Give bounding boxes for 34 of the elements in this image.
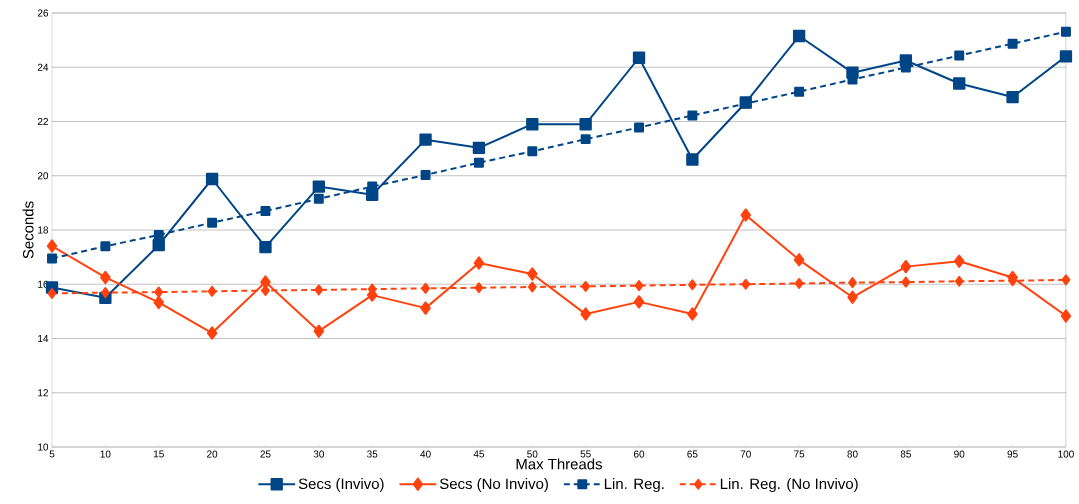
- x-axis-title: Max Threads: [516, 458, 603, 470]
- x-tick-label: 80: [847, 450, 858, 458]
- legend-label: Secs (No Invivo): [439, 478, 548, 493]
- y-tick-label: 10: [38, 443, 49, 451]
- legend-label: Lin. Reg. (No Invivo): [720, 478, 858, 493]
- x-tick-label: 100: [1058, 450, 1074, 458]
- x-tick-label: 50: [527, 450, 538, 458]
- x-tick-label: 15: [153, 450, 164, 458]
- x-tick-label: 5: [49, 450, 55, 458]
- y-axis-title: Seconds: [22, 201, 34, 259]
- x-tick-label: 60: [633, 450, 645, 458]
- y-tick-label: 12: [38, 389, 48, 397]
- x-tick-label: 30: [313, 450, 324, 458]
- y-tick-label: 22: [37, 118, 48, 125]
- x-tick-label: 35: [367, 450, 378, 458]
- legend-label: Secs (Invivo): [298, 478, 384, 493]
- y-tick-label: 14: [38, 335, 49, 342]
- x-tick-label: 65: [687, 450, 698, 458]
- y-tick-label: 18: [38, 226, 49, 234]
- y-tick-label: 24: [37, 63, 49, 71]
- y-tick-label: 20: [37, 172, 49, 180]
- x-tick-label: 20: [207, 450, 218, 458]
- legend-label: Lin. Reg.: [604, 478, 664, 493]
- y-tick-label: 26: [37, 9, 49, 17]
- x-tick-label: 90: [954, 450, 965, 458]
- x-tick-label: 75: [794, 450, 805, 458]
- x-tick-label: 10: [100, 450, 111, 458]
- x-tick-label: 45: [473, 450, 485, 458]
- x-tick-label: 70: [740, 450, 751, 458]
- x-tick-label: 40: [420, 450, 431, 458]
- x-tick-label: 55: [580, 450, 591, 458]
- x-tick-label: 95: [1007, 450, 1018, 458]
- x-tick-label: 85: [900, 450, 911, 458]
- x-tick-label: 25: [260, 450, 271, 458]
